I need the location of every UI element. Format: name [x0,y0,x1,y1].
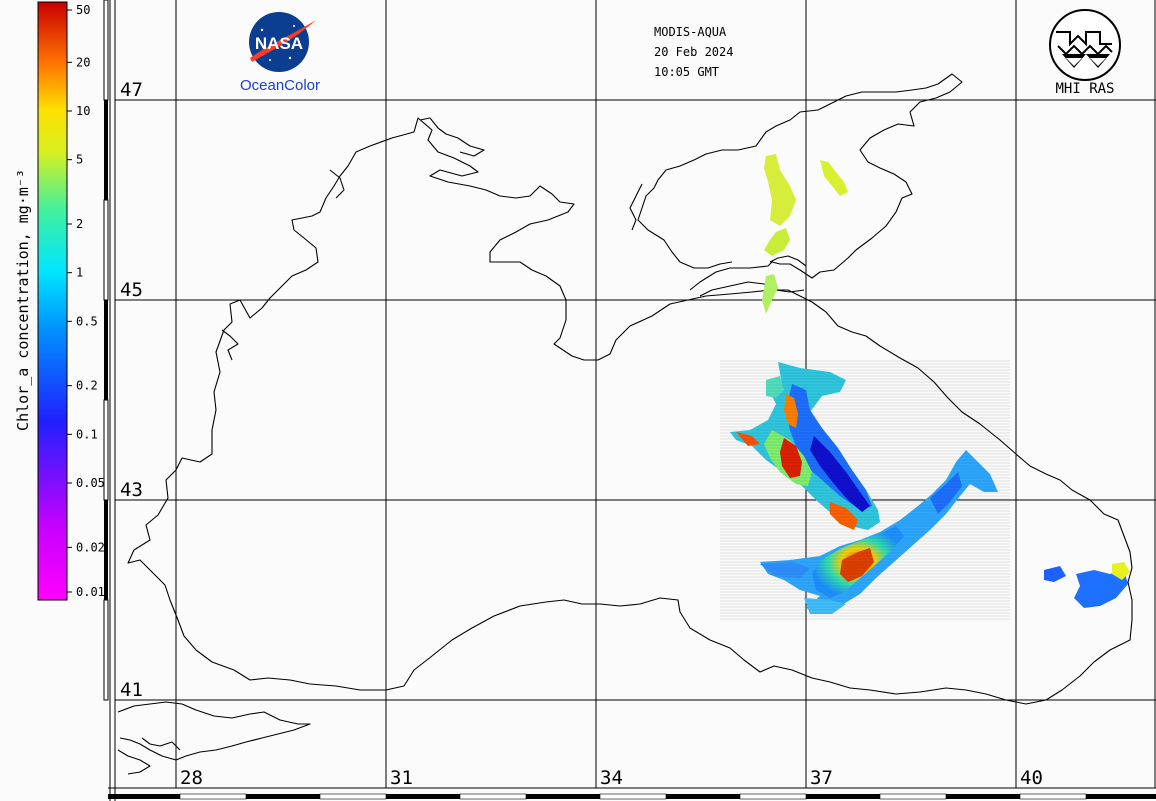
nasa-wordmark: NASA [255,34,303,53]
nasa-logo: NASA OceanColor [240,12,320,94]
colorbar-tick-label: 0.01 [76,585,105,599]
longitude-labels: 28 31 34 37 40 [180,767,1043,789]
lat-label-43: 43 [120,479,143,501]
lon-label-37: 37 [810,767,833,789]
sensor-name: MODIS-AQUA [654,25,727,39]
colorbar-tick-label: 1 [76,266,83,280]
acquisition-date: 20 Feb 2024 [654,45,733,59]
colorbar-tick-label: 0.5 [76,314,98,328]
colorbar-gradient [37,1,68,601]
lon-label-40: 40 [1020,767,1043,789]
acquisition-time: 10:05 GMT [654,65,719,79]
colorbar-tick-label: 0.1 [76,427,98,441]
colorbar-tick-label: 0.2 [76,379,98,393]
colorbar-tick-label: 0.02 [76,540,105,554]
colorbar: 50 20 10 5 2 1 0.5 0.2 0.1 0.05 0.02 0.01 Chlor_a c… [14,1,105,601]
latitude-labels: 47 45 43 41 [120,79,143,701]
oceancolor-caption: OceanColor [240,77,320,94]
lon-label-34: 34 [600,767,623,789]
colorbar-tick-label: 50 [76,3,90,17]
lon-label-28: 28 [180,767,203,789]
lat-label-41: 41 [120,679,143,701]
colorbar-tick-label: 20 [76,55,90,69]
colorbar-tick-label: 10 [76,104,90,118]
lat-label-47: 47 [120,79,143,101]
mhi-ras-logo: MHI RAS [1049,9,1121,97]
lat-label-45: 45 [120,279,143,301]
lon-label-31: 31 [390,767,413,789]
colorbar-tick-label: 5 [76,153,83,167]
chlorophyll-data [720,154,1130,620]
mhi-ras-caption: MHI RAS [1055,81,1114,97]
coastline [117,73,1133,775]
colorbar-title: Chlor_a concentration, mg·m⁻³ [14,169,32,431]
colorbar-ticks: 50 20 10 5 2 1 0.5 0.2 0.1 0.05 0.02 0.01 [67,3,105,599]
colorbar-tick-label: 2 [76,217,83,231]
header: MODIS-AQUA 20 Feb 2024 10:05 GMT [654,25,733,79]
frame-scale [103,0,1156,801]
colorbar-tick-label: 0.05 [76,476,105,490]
